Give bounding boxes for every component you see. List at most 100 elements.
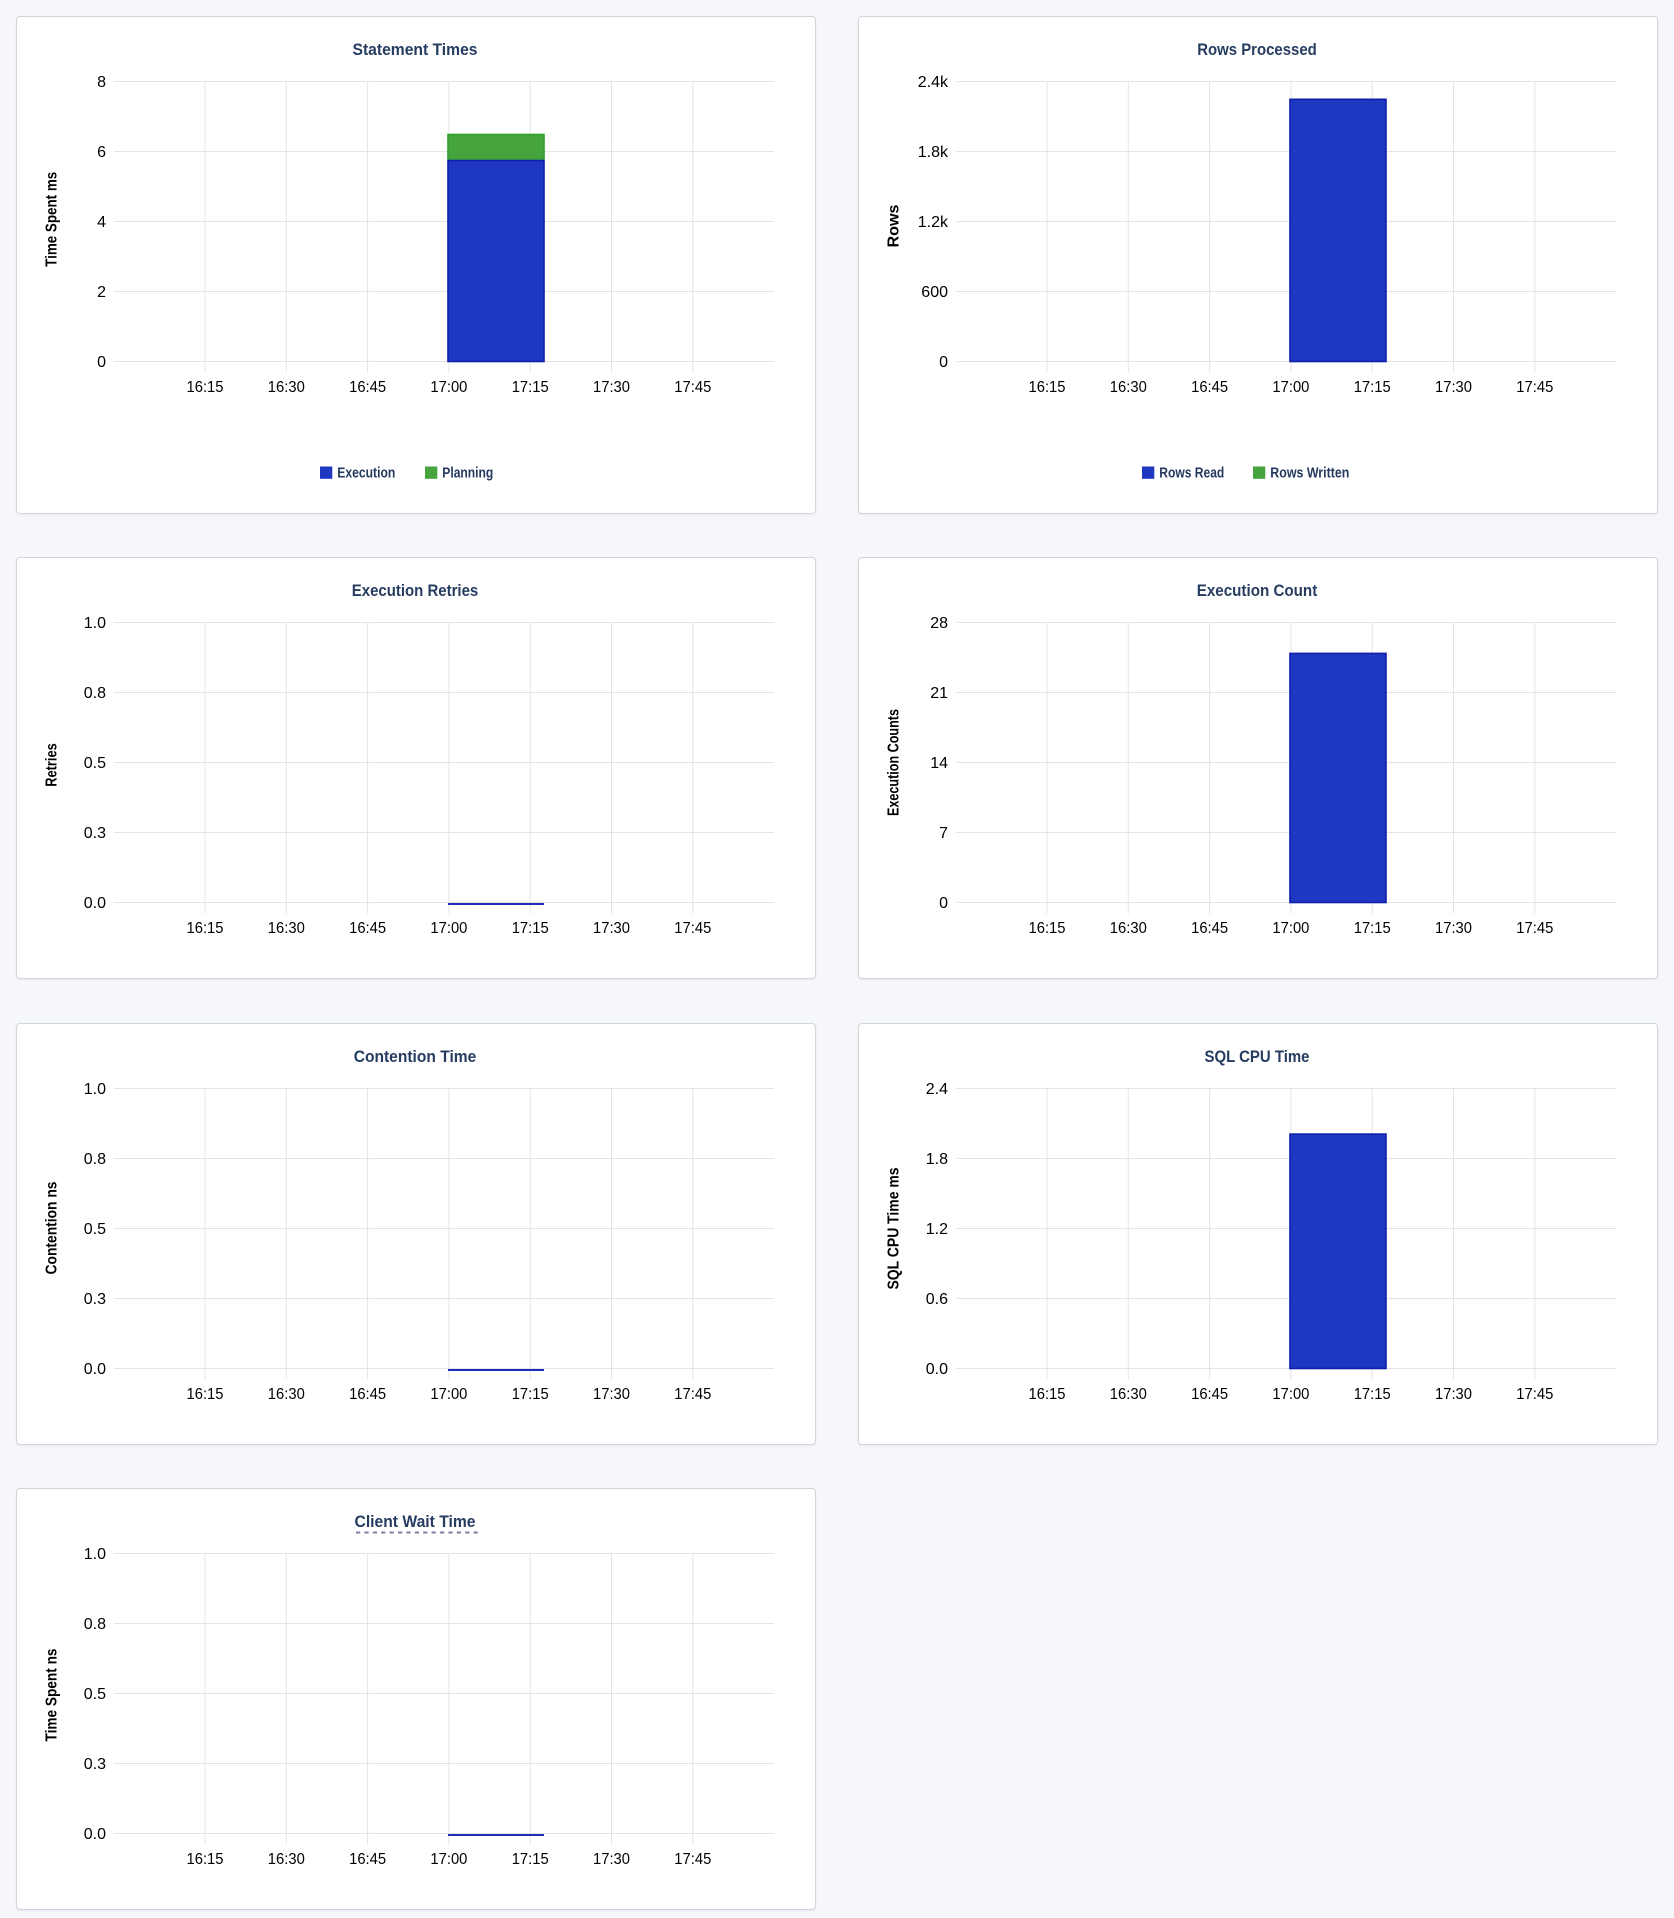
svg-text:1.2k: 1.2k: [918, 214, 949, 231]
svg-text:1.8: 1.8: [926, 1151, 948, 1168]
svg-text:Retries: Retries: [44, 743, 61, 787]
svg-text:16:30: 16:30: [268, 920, 305, 937]
svg-text:16:45: 16:45: [349, 379, 386, 396]
svg-text:Execution Counts: Execution Counts: [886, 709, 903, 816]
svg-text:21: 21: [930, 685, 948, 702]
svg-text:600: 600: [921, 284, 948, 301]
svg-text:1.2: 1.2: [926, 1221, 948, 1238]
svg-text:1.0: 1.0: [84, 1546, 106, 1563]
svg-text:0.5: 0.5: [84, 1686, 106, 1703]
svg-text:Execution Retries: Execution Retries: [352, 582, 479, 600]
svg-text:17:15: 17:15: [512, 1851, 549, 1868]
svg-text:16:15: 16:15: [187, 920, 224, 937]
svg-text:17:30: 17:30: [593, 379, 630, 396]
svg-text:16:15: 16:15: [1029, 1386, 1066, 1403]
svg-text:16:30: 16:30: [268, 1851, 305, 1868]
svg-text:2: 2: [97, 284, 106, 301]
svg-text:0.0: 0.0: [84, 1361, 106, 1378]
svg-text:0.0: 0.0: [84, 895, 106, 912]
svg-text:16:15: 16:15: [187, 1851, 224, 1868]
svg-text:16:45: 16:45: [1191, 379, 1228, 396]
svg-text:0.0: 0.0: [84, 1826, 106, 1843]
svg-text:1.0: 1.0: [84, 615, 106, 632]
svg-text:17:00: 17:00: [430, 1386, 467, 1403]
svg-text:17:00: 17:00: [1272, 1386, 1309, 1403]
svg-text:2.4k: 2.4k: [918, 74, 949, 91]
svg-text:16:45: 16:45: [349, 1851, 386, 1868]
svg-text:0.5: 0.5: [84, 755, 106, 772]
svg-text:17:15: 17:15: [512, 379, 549, 396]
svg-text:Rows: Rows: [886, 205, 903, 248]
svg-text:17:15: 17:15: [1354, 920, 1391, 937]
svg-text:17:15: 17:15: [512, 1386, 549, 1403]
svg-text:17:30: 17:30: [593, 1386, 630, 1403]
svg-text:17:30: 17:30: [593, 920, 630, 937]
svg-text:0.3: 0.3: [84, 1291, 106, 1308]
svg-text:16:15: 16:15: [1029, 379, 1066, 396]
svg-text:17:45: 17:45: [674, 1851, 711, 1868]
svg-text:4: 4: [97, 214, 106, 231]
svg-text:16:30: 16:30: [268, 1386, 305, 1403]
svg-text:17:30: 17:30: [1435, 1386, 1472, 1403]
svg-text:17:45: 17:45: [674, 1386, 711, 1403]
svg-text:0.5: 0.5: [84, 1221, 106, 1238]
svg-text:14: 14: [930, 755, 948, 772]
svg-text:16:15: 16:15: [1029, 920, 1066, 937]
svg-text:17:00: 17:00: [1272, 920, 1309, 937]
svg-text:1.8k: 1.8k: [918, 144, 949, 161]
svg-text:0.3: 0.3: [84, 825, 106, 842]
svg-text:17:45: 17:45: [1516, 1386, 1553, 1403]
svg-text:1.0: 1.0: [84, 1081, 106, 1098]
svg-text:SQL CPU Time: SQL CPU Time: [1205, 1048, 1310, 1066]
svg-text:17:15: 17:15: [1354, 1386, 1391, 1403]
svg-text:Time Spent ns: Time Spent ns: [44, 1649, 61, 1742]
svg-text:Rows Written: Rows Written: [1270, 466, 1349, 482]
svg-text:Contention Time: Contention Time: [354, 1048, 477, 1066]
svg-text:0.0: 0.0: [926, 1361, 948, 1378]
svg-text:0: 0: [939, 354, 948, 371]
svg-text:0.8: 0.8: [84, 1151, 106, 1168]
svg-text:0.6: 0.6: [926, 1291, 948, 1308]
svg-text:Planning: Planning: [442, 466, 493, 482]
svg-text:8: 8: [97, 74, 106, 91]
svg-text:16:45: 16:45: [1191, 920, 1228, 937]
svg-text:16:15: 16:15: [187, 1386, 224, 1403]
svg-text:16:45: 16:45: [349, 1386, 386, 1403]
svg-text:2.4: 2.4: [926, 1081, 948, 1098]
svg-text:16:30: 16:30: [1110, 379, 1147, 396]
svg-text:17:45: 17:45: [674, 379, 711, 396]
svg-text:Time Spent ms: Time Spent ms: [44, 172, 61, 267]
svg-text:Contention ns: Contention ns: [44, 1182, 61, 1275]
svg-text:16:30: 16:30: [1110, 920, 1147, 937]
svg-text:SQL CPU Time ms: SQL CPU Time ms: [886, 1168, 903, 1290]
svg-text:Rows Read: Rows Read: [1159, 466, 1224, 482]
svg-text:16:45: 16:45: [1191, 1386, 1228, 1403]
svg-text:0.8: 0.8: [84, 1616, 106, 1633]
svg-text:16:45: 16:45: [349, 920, 386, 937]
svg-text:17:00: 17:00: [430, 379, 467, 396]
svg-text:16:30: 16:30: [268, 379, 305, 396]
svg-text:Execution Count: Execution Count: [1197, 582, 1318, 600]
svg-text:17:00: 17:00: [430, 1851, 467, 1868]
svg-text:0: 0: [97, 354, 106, 371]
svg-text:16:15: 16:15: [187, 379, 224, 396]
svg-text:17:15: 17:15: [1354, 379, 1391, 396]
svg-text:16:30: 16:30: [1110, 1386, 1147, 1403]
svg-text:17:45: 17:45: [1516, 920, 1553, 937]
svg-text:17:30: 17:30: [593, 1851, 630, 1868]
svg-text:0: 0: [939, 895, 948, 912]
svg-text:Rows Processed: Rows Processed: [1197, 41, 1317, 59]
svg-text:17:45: 17:45: [674, 920, 711, 937]
svg-text:Execution: Execution: [337, 466, 395, 482]
svg-text:0.3: 0.3: [84, 1756, 106, 1773]
svg-text:0.8: 0.8: [84, 685, 106, 702]
svg-text:17:00: 17:00: [1272, 379, 1309, 396]
svg-text:Client Wait Time: Client Wait Time: [355, 1513, 476, 1531]
svg-text:6: 6: [97, 144, 106, 161]
svg-text:17:00: 17:00: [430, 920, 467, 937]
svg-text:17:45: 17:45: [1516, 379, 1553, 396]
svg-text:17:15: 17:15: [512, 920, 549, 937]
svg-text:17:30: 17:30: [1435, 920, 1472, 937]
svg-text:17:30: 17:30: [1435, 379, 1472, 396]
svg-text:Statement Times: Statement Times: [353, 41, 478, 59]
